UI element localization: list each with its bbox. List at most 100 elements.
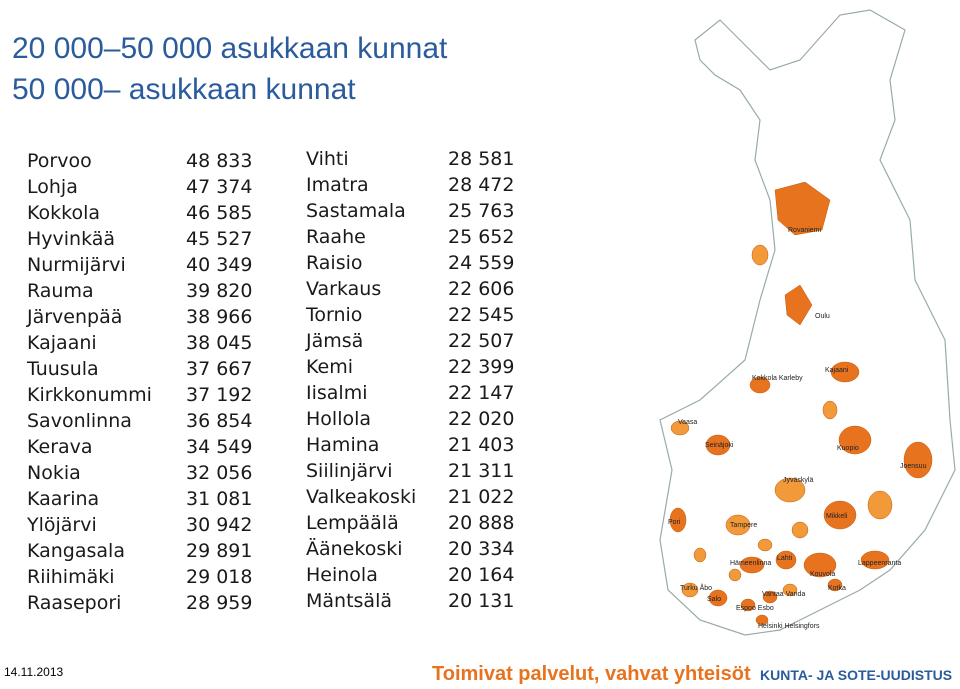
municipality: Järvenpää bbox=[27, 306, 123, 328]
municipality: Porvoo bbox=[27, 150, 92, 172]
map-label: Lahti bbox=[777, 555, 793, 562]
municipality: Savonlinna bbox=[27, 410, 132, 432]
population: 22 020 bbox=[448, 408, 515, 430]
municipality: Kerava bbox=[27, 436, 93, 458]
municipality: Riihimäki bbox=[27, 566, 115, 588]
map-label: Kotka bbox=[828, 585, 846, 592]
population: 22 399 bbox=[448, 356, 515, 378]
municipality: Hollola bbox=[306, 408, 372, 430]
map-label: Vaasa bbox=[678, 419, 697, 426]
map-label: Joensuu bbox=[900, 463, 927, 470]
population: 20 164 bbox=[448, 564, 515, 586]
map-outline bbox=[659, 9, 956, 636]
population: 40 349 bbox=[186, 254, 253, 276]
population: 46 585 bbox=[186, 202, 253, 224]
map-label: Kouvola bbox=[810, 571, 835, 578]
population: 28 472 bbox=[448, 174, 515, 196]
date: 14.11.2013 bbox=[4, 665, 63, 679]
population: 22 147 bbox=[448, 382, 515, 404]
municipality: Raahe bbox=[306, 226, 366, 248]
population: 20 131 bbox=[448, 590, 515, 612]
municipality: Hamina bbox=[306, 434, 380, 456]
municipality: Imatra bbox=[306, 174, 369, 196]
highlighted-municipalities bbox=[669, 181, 933, 626]
map-label: Kuopio bbox=[837, 445, 859, 452]
population: 30 942 bbox=[186, 514, 253, 536]
municipality: Kaarina bbox=[27, 488, 100, 510]
population: 45 527 bbox=[186, 228, 253, 250]
municipality: Ylöjärvi bbox=[27, 514, 97, 536]
population: 48 833 bbox=[186, 150, 253, 172]
map-label: Oulu bbox=[815, 313, 830, 320]
municipality: Kirkkonummi bbox=[27, 384, 152, 406]
population: 25 763 bbox=[448, 200, 515, 222]
population: 21 022 bbox=[448, 486, 515, 508]
map-label: Mikkeli bbox=[826, 513, 848, 520]
population: 21 311 bbox=[448, 460, 515, 482]
population: 34 549 bbox=[186, 436, 253, 458]
population: 24 559 bbox=[448, 252, 515, 274]
municipality: Mäntsälä bbox=[306, 590, 392, 612]
population: 31 081 bbox=[186, 488, 253, 510]
slogan: Toimivat palvelut, vahvat yhteisöt bbox=[432, 663, 751, 685]
population: 22 545 bbox=[448, 304, 515, 326]
municipality: Sastamala bbox=[306, 200, 406, 222]
map-label: Vantaa Vanda bbox=[762, 591, 805, 598]
municipality: Kemi bbox=[306, 356, 353, 378]
municipality: Heinola bbox=[306, 564, 378, 586]
population: 28 581 bbox=[448, 148, 515, 170]
municipality: Iisalmi bbox=[306, 382, 368, 404]
population: 29 891 bbox=[186, 540, 253, 562]
map-label: Lappeenranta bbox=[858, 560, 901, 567]
title-line: 20 000–50 000 asukkaan kunnat bbox=[12, 32, 448, 65]
population: 22 606 bbox=[448, 278, 515, 300]
map-label: Turku Åbo bbox=[680, 583, 712, 592]
municipality: Kangasala bbox=[27, 540, 125, 562]
map-label: Rovaniemi bbox=[788, 227, 822, 234]
population: 29 018 bbox=[186, 566, 253, 588]
brand: KUNTA- JA SOTE-UUDISTUS bbox=[760, 667, 952, 683]
population: 38 045 bbox=[186, 332, 253, 354]
map-label: Tampere bbox=[730, 522, 757, 529]
municipality: Tuusula bbox=[27, 358, 99, 380]
municipality: Nurmijärvi bbox=[27, 254, 126, 276]
population: 21 403 bbox=[448, 434, 515, 456]
map-label: Kokkola Karleby bbox=[752, 375, 803, 382]
map-label: Seinäjoki bbox=[705, 442, 734, 449]
map-label: Espoo Esbo bbox=[736, 605, 774, 612]
municipality: Valkeakoski bbox=[306, 486, 417, 508]
map-label: Salo bbox=[707, 596, 721, 603]
map-label: Kajaani bbox=[825, 367, 849, 374]
municipality: Vihti bbox=[306, 148, 349, 170]
municipality: Kajaani bbox=[27, 332, 97, 354]
municipality: Raisio bbox=[306, 252, 363, 274]
municipality: Lempäälä bbox=[306, 512, 399, 534]
population: 37 192 bbox=[186, 384, 253, 406]
municipality: Lohja bbox=[27, 176, 78, 198]
map-label: Helsinki Helsingfors bbox=[758, 623, 820, 630]
population: 25 652 bbox=[448, 226, 515, 248]
population: 36 854 bbox=[186, 410, 253, 432]
municipality: Rauma bbox=[27, 280, 94, 302]
population: 28 959 bbox=[186, 592, 253, 614]
municipality: Siilinjärvi bbox=[306, 460, 393, 482]
title-line: 50 000– asukkaan kunnat bbox=[12, 73, 356, 106]
population: 37 667 bbox=[186, 358, 253, 380]
municipality: Raasepori bbox=[27, 592, 122, 614]
population: 32 056 bbox=[186, 462, 253, 484]
municipality: Kokkola bbox=[27, 202, 101, 224]
municipality: Varkaus bbox=[306, 278, 382, 300]
map-label: Hämeenlinna bbox=[730, 560, 771, 567]
municipality: Jämsä bbox=[306, 330, 364, 352]
population: 22 507 bbox=[448, 330, 515, 352]
municipality: Äänekoski bbox=[306, 538, 403, 560]
population: 47 374 bbox=[186, 176, 253, 198]
population: 20 334 bbox=[448, 538, 515, 560]
municipality: Hyvinkää bbox=[27, 228, 116, 250]
map-label: Pori bbox=[668, 519, 681, 526]
population: 20 888 bbox=[448, 512, 515, 534]
population: 38 966 bbox=[186, 306, 253, 328]
population: 39 820 bbox=[186, 280, 253, 302]
